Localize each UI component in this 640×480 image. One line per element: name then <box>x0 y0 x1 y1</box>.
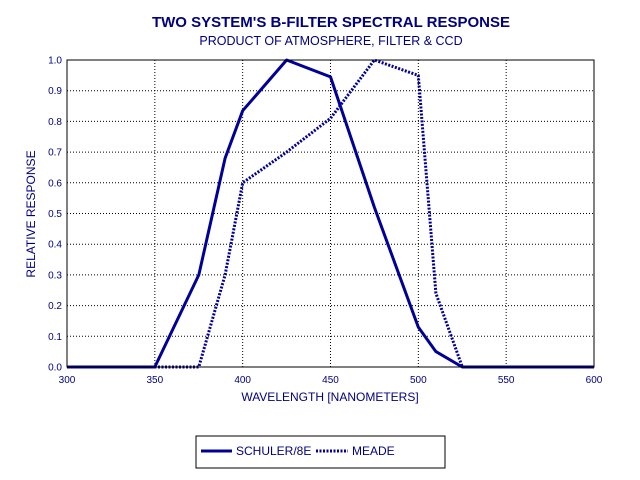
y-tick-label-0.6: 0.6 <box>48 178 62 189</box>
legend: SCHULER/8E MEADE <box>195 435 446 469</box>
chart-title: TWO SYSTEM'S B-FILTER SPECTRAL RESPONSE <box>152 14 510 31</box>
y-tick-label-0.0: 0.0 <box>48 363 62 374</box>
grid-lines <box>67 60 594 367</box>
tick-labels: 300 350 400 450 500 550 600 0.0 0.1 0.2 0.3 0.4 0.5 0… <box>48 56 603 387</box>
x-tick-label-600: 600 <box>586 375 603 386</box>
series-lines <box>67 58 594 369</box>
x-axis-label: WAVELENGTH [NANOMETERS] <box>241 390 418 404</box>
legend-label-meade: MEADE <box>352 444 395 458</box>
y-tick-label-0.3: 0.3 <box>48 270 62 281</box>
y-tick-label-0.2: 0.2 <box>48 301 62 312</box>
y-axis-label: RELATIVE RESPONSE <box>24 150 38 277</box>
y-tick-label-1.0: 1.0 <box>48 56 62 67</box>
y-tick-label-0.9: 0.9 <box>48 86 62 97</box>
y-tick-label-0.5: 0.5 <box>48 209 62 220</box>
y-tick-label-0.8: 0.8 <box>48 117 62 128</box>
legend-label-schuler: SCHULER/8E <box>236 444 311 458</box>
series-line-meade <box>67 58 594 369</box>
chart-subtitle: PRODUCT OF ATMOSPHERE, FILTER & CCD <box>199 34 462 48</box>
x-tick-label-450: 450 <box>322 375 339 386</box>
y-tick-label-0.7: 0.7 <box>48 148 62 159</box>
x-tick-label-550: 550 <box>498 375 515 386</box>
y-tick-label-0.4: 0.4 <box>48 240 62 251</box>
x-tick-label-400: 400 <box>234 375 251 386</box>
plot-frame <box>66 59 595 368</box>
y-tick-label-0.1: 0.1 <box>48 332 62 343</box>
x-tick-label-300: 300 <box>59 375 76 386</box>
series-line-schuler-8e <box>67 58 594 369</box>
x-tick-label-350: 350 <box>146 375 163 386</box>
x-tick-label-500: 500 <box>410 375 427 386</box>
